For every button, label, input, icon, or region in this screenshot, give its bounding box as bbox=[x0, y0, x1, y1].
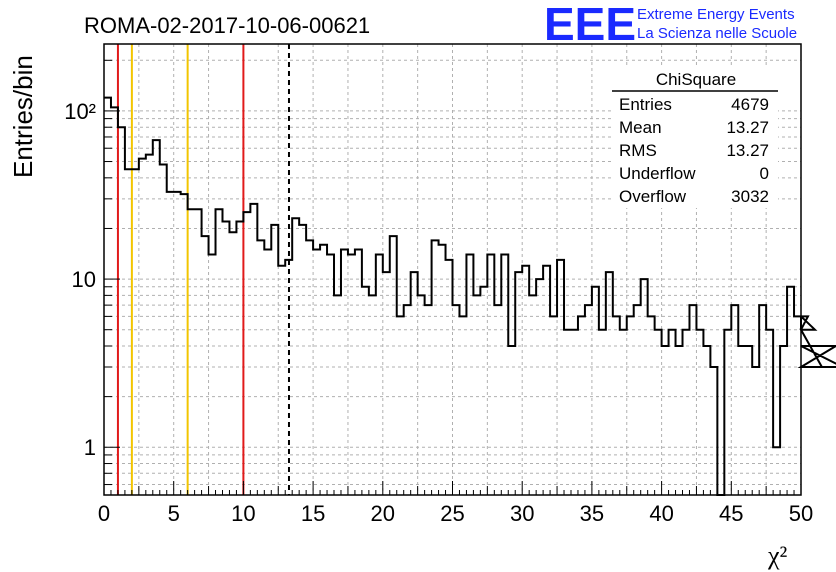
x-tick-label: 15 bbox=[301, 501, 325, 526]
run-title: ROMA-02-2017-10-06-00621 bbox=[84, 13, 370, 38]
y-tick-label: 10 bbox=[72, 267, 96, 292]
x-tick-label: 25 bbox=[440, 501, 464, 526]
grid bbox=[104, 44, 801, 495]
y-tick-label: 10² bbox=[64, 99, 96, 124]
x-tick-label: 35 bbox=[580, 501, 604, 526]
stats-value: 0 bbox=[760, 164, 769, 183]
stats-label: Underflow bbox=[619, 164, 696, 183]
x-tick-label: 20 bbox=[371, 501, 395, 526]
x-tick-label: 30 bbox=[510, 501, 534, 526]
stats-value: 13.27 bbox=[726, 141, 769, 160]
eee-logo-icon: EEE bbox=[544, 0, 636, 50]
stats-title: ChiSquare bbox=[656, 70, 736, 89]
y-tick-label: 1 bbox=[84, 435, 96, 460]
x-tick-label: 0 bbox=[98, 501, 110, 526]
stats-label: Entries bbox=[619, 95, 672, 114]
stats-value: 3032 bbox=[731, 187, 769, 206]
x-tick-label: 50 bbox=[789, 501, 813, 526]
logo-line-1: Extreme Energy Events bbox=[637, 6, 795, 23]
stats-label: Overflow bbox=[619, 187, 687, 206]
stats-box-background bbox=[612, 66, 778, 208]
x-tick-label: 5 bbox=[168, 501, 180, 526]
stats-rows: Entries 4679 Mean 13.27 RMS 13.27 Underflow 0 Ov… bbox=[619, 95, 769, 206]
axis-ticks: 0 5 10 15 20 25 30 35 40 45 50 1 10 10² bbox=[64, 59, 813, 526]
marker-lines bbox=[116, 44, 290, 495]
x-tick-label: 45 bbox=[719, 501, 743, 526]
logo-line-2: La Scienza nelle Scuole bbox=[637, 25, 797, 42]
stats-label: RMS bbox=[619, 141, 657, 160]
stats-label: Mean bbox=[619, 118, 662, 137]
stats-value: 4679 bbox=[731, 95, 769, 114]
y-axis-label: Entries/bin bbox=[8, 55, 38, 178]
x-tick-label: 10 bbox=[231, 501, 255, 526]
x-tick-label: 40 bbox=[649, 501, 673, 526]
stats-value: 13.27 bbox=[726, 118, 769, 137]
stats-box: ChiSquare Entries 4679 Mean 13.27 RMS 13.27 Un… bbox=[612, 66, 778, 208]
x-axis-label: χ² bbox=[767, 541, 788, 570]
